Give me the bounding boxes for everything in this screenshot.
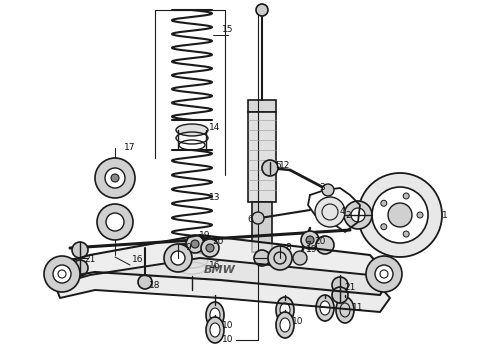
Ellipse shape (206, 302, 224, 328)
Text: 6: 6 (247, 216, 253, 225)
Circle shape (301, 231, 319, 249)
Polygon shape (55, 235, 390, 295)
Circle shape (44, 256, 80, 292)
Text: 2: 2 (345, 211, 351, 220)
Text: 19: 19 (306, 246, 318, 255)
Circle shape (366, 256, 402, 292)
Text: 1: 1 (442, 211, 448, 220)
Circle shape (403, 193, 409, 199)
Polygon shape (55, 258, 390, 312)
Circle shape (351, 208, 365, 222)
Text: 18: 18 (149, 280, 161, 289)
Circle shape (293, 251, 307, 265)
Ellipse shape (320, 301, 330, 315)
Ellipse shape (210, 323, 220, 337)
Circle shape (332, 277, 348, 293)
Ellipse shape (336, 297, 354, 323)
Text: 10: 10 (222, 336, 234, 345)
Ellipse shape (176, 124, 208, 136)
Text: 16: 16 (132, 256, 144, 265)
Circle shape (316, 236, 334, 254)
Text: 11: 11 (352, 303, 364, 312)
Circle shape (381, 224, 387, 230)
Circle shape (95, 158, 135, 198)
Circle shape (322, 184, 334, 196)
Circle shape (375, 265, 393, 283)
Circle shape (262, 160, 278, 176)
Text: 8: 8 (285, 243, 291, 252)
Circle shape (171, 251, 185, 265)
Circle shape (191, 240, 199, 248)
Text: 10: 10 (222, 320, 234, 329)
Text: 15: 15 (222, 26, 234, 35)
Circle shape (315, 197, 345, 227)
Ellipse shape (176, 252, 208, 268)
Bar (248, 112, 276, 202)
Circle shape (138, 275, 152, 289)
Text: 21: 21 (344, 284, 356, 292)
Text: 20: 20 (212, 238, 224, 247)
Bar (252, 202, 272, 252)
Ellipse shape (316, 295, 334, 321)
Circle shape (53, 265, 71, 283)
Ellipse shape (276, 297, 294, 323)
Ellipse shape (210, 308, 220, 322)
Circle shape (417, 212, 423, 218)
Circle shape (106, 213, 124, 231)
Bar (248, 100, 276, 112)
Ellipse shape (276, 312, 294, 338)
Circle shape (186, 235, 204, 253)
Ellipse shape (280, 303, 290, 317)
Circle shape (388, 203, 412, 227)
Circle shape (201, 239, 219, 257)
Text: 13: 13 (209, 194, 221, 202)
Circle shape (358, 173, 442, 257)
Circle shape (252, 212, 264, 224)
Circle shape (268, 246, 292, 270)
Text: BMW: BMW (204, 265, 236, 275)
Text: 5: 5 (275, 161, 281, 170)
Circle shape (105, 168, 125, 188)
Circle shape (256, 4, 268, 16)
Text: 4: 4 (339, 207, 345, 216)
Circle shape (97, 204, 133, 240)
Circle shape (381, 200, 387, 206)
Text: 7: 7 (305, 240, 311, 249)
Circle shape (306, 236, 314, 244)
Circle shape (372, 187, 428, 243)
Text: 19: 19 (199, 230, 211, 239)
Circle shape (111, 174, 119, 182)
Text: 10: 10 (292, 318, 304, 327)
Text: 16: 16 (209, 261, 221, 270)
Text: 17: 17 (124, 144, 136, 153)
Text: 14: 14 (209, 123, 220, 132)
Circle shape (164, 244, 192, 272)
Text: 3: 3 (319, 184, 325, 193)
Ellipse shape (206, 317, 224, 343)
Circle shape (254, 250, 270, 266)
Circle shape (344, 201, 372, 229)
Text: 9: 9 (185, 243, 191, 252)
Text: 12: 12 (279, 161, 291, 170)
Circle shape (332, 287, 348, 303)
Ellipse shape (280, 318, 290, 332)
Circle shape (72, 242, 88, 258)
Circle shape (403, 231, 409, 237)
Text: 21: 21 (84, 256, 96, 265)
Circle shape (206, 244, 214, 252)
Circle shape (72, 260, 88, 276)
Text: 20: 20 (314, 238, 326, 247)
